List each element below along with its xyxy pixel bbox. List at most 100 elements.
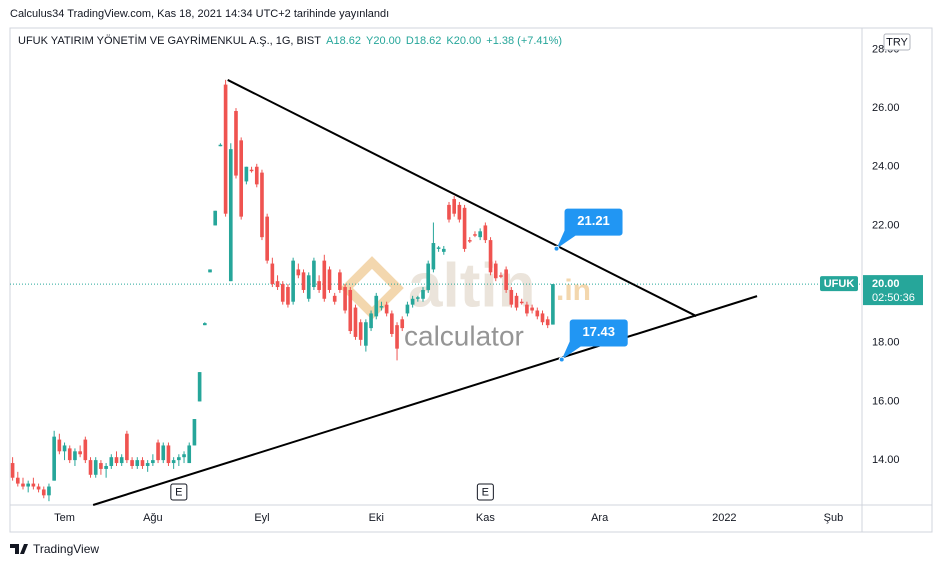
plot: 21.21 17.43 — [10, 79, 862, 506]
candle-body — [145, 463, 150, 466]
watermark: altin .in calculator — [340, 251, 591, 351]
candle-body — [78, 451, 82, 455]
candle-body — [249, 169, 254, 172]
candle-body — [395, 325, 399, 349]
candle-body — [478, 231, 482, 238]
candle-body — [390, 313, 394, 334]
candle-body — [171, 460, 176, 464]
candle-body — [275, 281, 280, 288]
candle-body — [488, 240, 493, 273]
candle-body — [270, 263, 275, 285]
candle-body — [31, 483, 36, 487]
legend-value: +1.38 (+7.41%) — [486, 35, 562, 47]
candle-body — [301, 272, 306, 290]
candle-body — [166, 445, 171, 464]
annotation-point — [553, 245, 560, 252]
candle-body — [109, 457, 114, 466]
candle-body — [379, 306, 384, 308]
candle-body — [36, 486, 41, 490]
candle-body — [130, 460, 134, 466]
candle-body — [426, 263, 431, 290]
candle-body — [364, 322, 368, 346]
watermark-text: calculator — [404, 320, 524, 351]
candle-body — [296, 269, 301, 276]
candle-body — [441, 248, 446, 252]
candle-body — [551, 284, 555, 325]
candle-body — [202, 323, 207, 326]
candle-body — [338, 272, 342, 290]
candle-body — [114, 457, 119, 464]
candle-body — [67, 448, 72, 461]
currency-label: TRY — [886, 36, 908, 48]
candle-body — [519, 301, 524, 304]
callout-text: 17.43 — [582, 324, 615, 339]
candle-body — [182, 454, 186, 458]
y-tick-label: 22.00 — [872, 219, 900, 231]
candle-body — [265, 216, 269, 261]
legend-value: K20.00 — [446, 35, 481, 47]
candle-body — [400, 319, 405, 329]
candle-body — [415, 297, 420, 299]
candle-body — [369, 313, 373, 329]
price-label: 20.00 — [872, 278, 900, 290]
y-tick-label: 24.00 — [872, 161, 900, 173]
candle-body — [421, 289, 425, 299]
candle-body — [73, 451, 77, 461]
candle-body — [140, 460, 145, 466]
candle-body — [99, 463, 103, 469]
candle-body — [57, 439, 62, 452]
candle-body — [156, 442, 160, 461]
candle-body — [187, 445, 192, 464]
candle-body — [104, 465, 108, 469]
x-tick-label: Tem — [54, 512, 75, 524]
candle-body — [462, 207, 467, 249]
callout-text: 21.21 — [577, 213, 610, 228]
candle-body — [322, 260, 327, 299]
callout — [561, 319, 628, 360]
candle-body — [504, 269, 508, 290]
published-note: Calculus34 TradingView.com, Kas 18, 2021… — [10, 8, 389, 20]
y-tick-label: 18.00 — [872, 337, 900, 349]
y-tick-label: 16.00 — [872, 395, 900, 407]
watermark-logo — [340, 256, 404, 320]
candle-body — [10, 463, 15, 478]
candle-body — [535, 310, 540, 317]
y-tick-label: 14.00 — [872, 454, 900, 466]
candle-body — [239, 140, 244, 217]
watermark-text: .in — [556, 274, 591, 307]
x-tick-label: Eki — [369, 512, 384, 524]
candle-body — [452, 199, 457, 214]
candle-body — [457, 204, 462, 220]
candle-body — [499, 275, 503, 277]
candle-body — [119, 457, 124, 464]
y-tick-label: 26.00 — [872, 102, 900, 114]
candle-body — [218, 144, 223, 147]
footer-logo: TradingView — [10, 542, 99, 556]
candle-body — [151, 460, 155, 464]
candle-body — [436, 247, 441, 249]
candle-body — [280, 284, 285, 302]
legend-title-text: UFUK YATIRIM YÖNETİM VE GAYRİMENKUL A.Ş.… — [18, 34, 321, 47]
candle-body — [223, 84, 228, 214]
candle-body — [317, 281, 321, 290]
candle-body — [509, 289, 514, 305]
event-label: E — [482, 486, 489, 498]
candle-body — [197, 372, 202, 402]
candle-body — [514, 295, 519, 308]
x-tick-label: Eyl — [254, 512, 269, 524]
candle-body — [353, 307, 358, 337]
candle-body — [83, 439, 88, 461]
candle-body — [374, 295, 379, 317]
candle-body — [228, 149, 233, 282]
candle-body — [52, 436, 56, 481]
price-badge — [863, 275, 923, 306]
legend-value: D18.62 — [406, 35, 441, 47]
candle-body — [327, 269, 332, 290]
event-label: E — [175, 486, 182, 498]
trendline — [92, 295, 758, 506]
candle-body — [177, 457, 181, 461]
currency-box — [883, 33, 911, 51]
x-tick-label: Kas — [476, 512, 495, 524]
candle-body — [332, 295, 337, 302]
